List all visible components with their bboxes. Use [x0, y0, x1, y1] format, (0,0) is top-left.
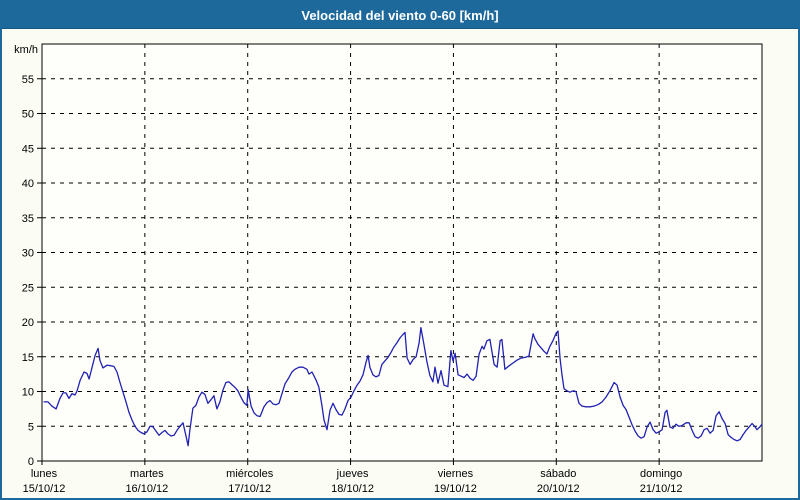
y-axis-unit-label: km/h — [14, 44, 38, 56]
y-tick-label: 40 — [22, 178, 34, 190]
wind-speed-line — [43, 326, 763, 447]
y-tick-label: 35 — [22, 213, 34, 225]
x-day-name-label: jueves — [336, 468, 369, 480]
y-tick-label: 0 — [28, 456, 34, 468]
y-tick-label: 20 — [22, 317, 34, 329]
y-tick-label: 45 — [22, 143, 34, 155]
x-day-date-label: 20/10/12 — [537, 483, 580, 495]
x-day-date-label: 19/10/12 — [434, 483, 477, 495]
y-tick-label: 30 — [22, 248, 34, 260]
x-day-name-label: viernes — [438, 468, 474, 480]
x-day-date-label: 17/10/12 — [228, 483, 271, 495]
y-tick-label: 25 — [22, 282, 34, 294]
y-tick-label: 15 — [22, 352, 34, 364]
y-tick-label: 5 — [28, 421, 34, 433]
x-day-date-label: 16/10/12 — [125, 483, 168, 495]
x-day-date-label: 15/10/12 — [23, 483, 66, 495]
y-tick-label: 55 — [22, 74, 34, 86]
x-day-name-label: lunes — [31, 468, 58, 480]
x-day-name-label: sábado — [540, 468, 576, 480]
y-tick-label: 50 — [22, 109, 34, 121]
x-day-date-label: 18/10/12 — [331, 483, 374, 495]
title-bar: Velocidad del viento 0-60 [km/h] — [2, 2, 798, 29]
chart-title: Velocidad del viento 0-60 [km/h] — [301, 7, 499, 23]
x-day-date-label: 21/10/12 — [640, 483, 683, 495]
x-day-name-label: miércoles — [226, 468, 274, 480]
x-day-name-label: domingo — [640, 468, 682, 480]
x-day-name-label: martes — [130, 468, 164, 480]
y-tick-label: 10 — [22, 387, 34, 399]
